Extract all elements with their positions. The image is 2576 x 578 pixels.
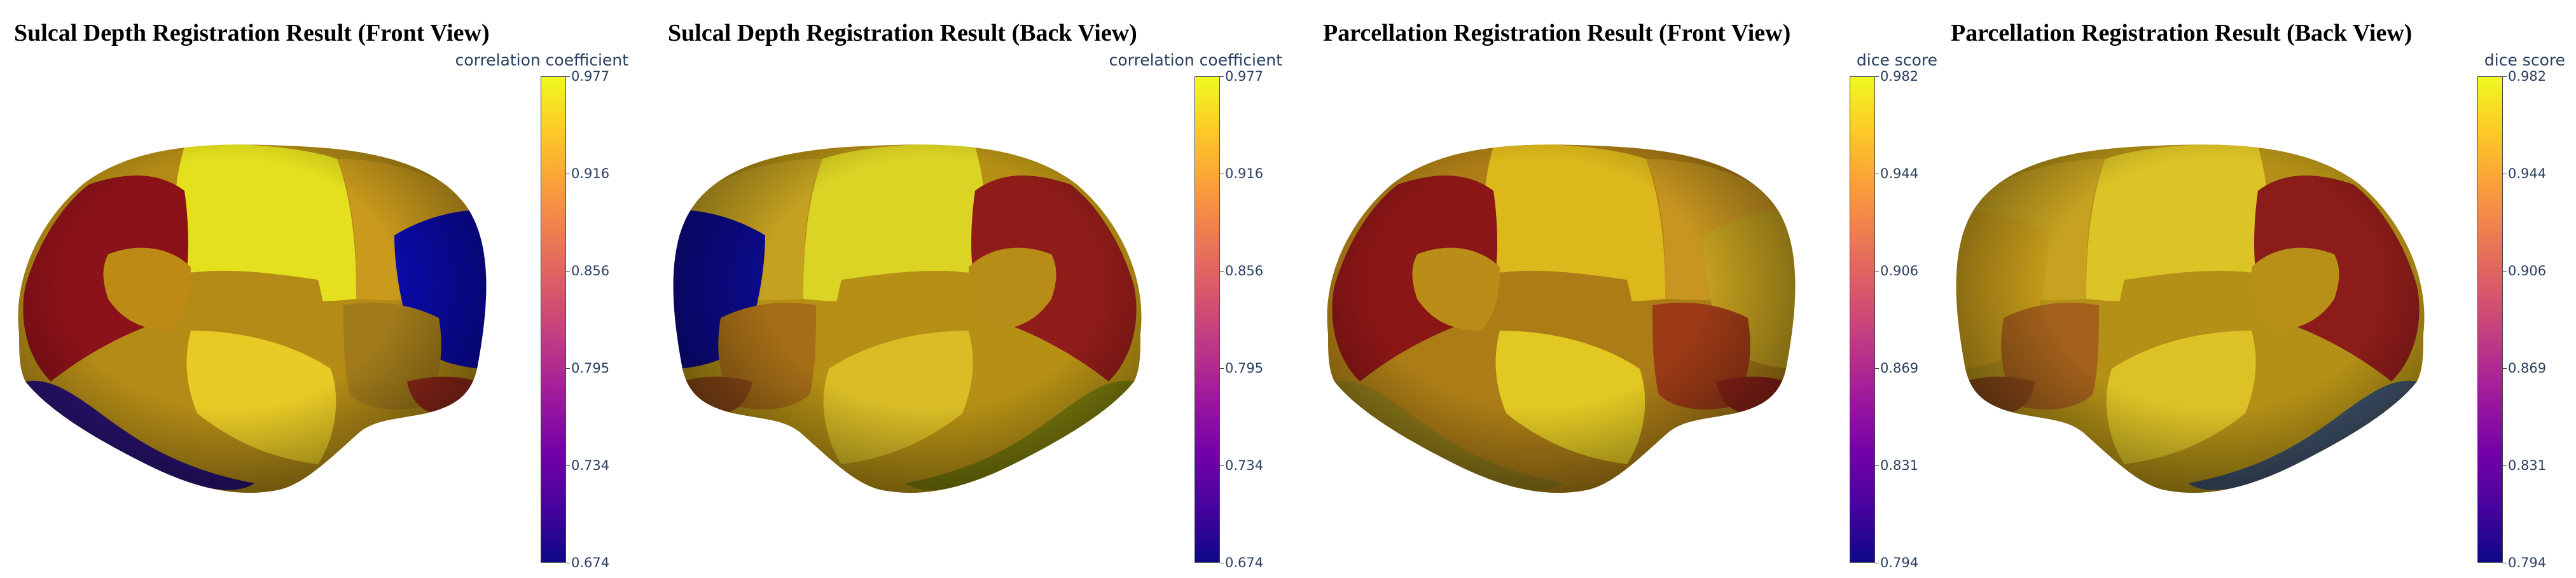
colorbar-tick-label: 0.795 xyxy=(565,361,610,376)
brain-surface xyxy=(1327,144,1796,493)
colorbar-tick-label: 0.982 xyxy=(2502,69,2547,84)
surface-shading xyxy=(18,144,487,493)
colorbar-tick-label: 0.734 xyxy=(1219,458,1264,473)
colorbar-tick-label: 0.794 xyxy=(2502,555,2547,570)
brain-surface xyxy=(18,144,487,493)
colorbar-title: correlation coefficient xyxy=(455,51,628,69)
brain-surface xyxy=(673,144,1142,493)
colorbar-tick-label: 0.906 xyxy=(2502,263,2547,279)
surface-shading xyxy=(673,144,1142,493)
colorbar-tick-label: 0.944 xyxy=(2502,166,2547,181)
colorbar-tick-label: 0.734 xyxy=(565,458,610,473)
colorbar-tick-label: 0.795 xyxy=(1219,361,1264,376)
panel-title: Parcellation Registration Result (Back V… xyxy=(1951,20,2413,46)
colorbar-title: dice score xyxy=(2484,51,2565,69)
panel-title: Sulcal Depth Registration Result (Front … xyxy=(14,20,490,46)
panel-title: Parcellation Registration Result (Front … xyxy=(1323,20,1791,46)
colorbar-tick-label: 0.856 xyxy=(1219,263,1264,279)
colorbar-tick-label: 0.831 xyxy=(1874,458,1919,473)
colorbar-title: dice score xyxy=(1856,51,1937,69)
colorbar-tick-label: 0.869 xyxy=(2502,361,2547,376)
colorbar-tick-label: 0.977 xyxy=(565,69,610,84)
colorbar-tick-label: 0.674 xyxy=(565,555,610,570)
colorbar-tick-label: 0.794 xyxy=(1874,555,1919,570)
colorbar-tick-label: 0.869 xyxy=(1874,361,1919,376)
brain-surface xyxy=(1956,144,2425,493)
panel-sulcal-back: Sulcal Depth Registration Result (Back V… xyxy=(654,0,1290,578)
colorbar xyxy=(1195,76,1220,563)
colorbar xyxy=(2477,76,2503,563)
panel-sulcal-front: Sulcal Depth Registration Result (Front … xyxy=(0,0,636,578)
panel-title: Sulcal Depth Registration Result (Back V… xyxy=(668,20,1137,46)
panel-parcellation-front: Parcellation Registration Result (Front … xyxy=(1309,0,1945,578)
surface-shading xyxy=(1327,144,1796,493)
colorbar-tick-label: 0.977 xyxy=(1219,69,1264,84)
colorbar-tick-label: 0.674 xyxy=(1219,555,1264,570)
colorbar-tick-label: 0.906 xyxy=(1874,263,1919,279)
colorbar-tick-label: 0.916 xyxy=(1219,166,1264,181)
colorbar xyxy=(1850,76,1875,563)
colorbar xyxy=(541,76,566,563)
colorbar-tick-label: 0.944 xyxy=(1874,166,1919,181)
surface-shading xyxy=(1956,144,2425,493)
colorbar-title: correlation coefficient xyxy=(1109,51,1282,69)
panel-parcellation-back: Parcellation Registration Result (Back V… xyxy=(1937,0,2573,578)
colorbar-tick-label: 0.856 xyxy=(565,263,610,279)
colorbar-tick-label: 0.916 xyxy=(565,166,610,181)
colorbar-tick-label: 0.982 xyxy=(1874,69,1919,84)
colorbar-tick-label: 0.831 xyxy=(2502,458,2547,473)
